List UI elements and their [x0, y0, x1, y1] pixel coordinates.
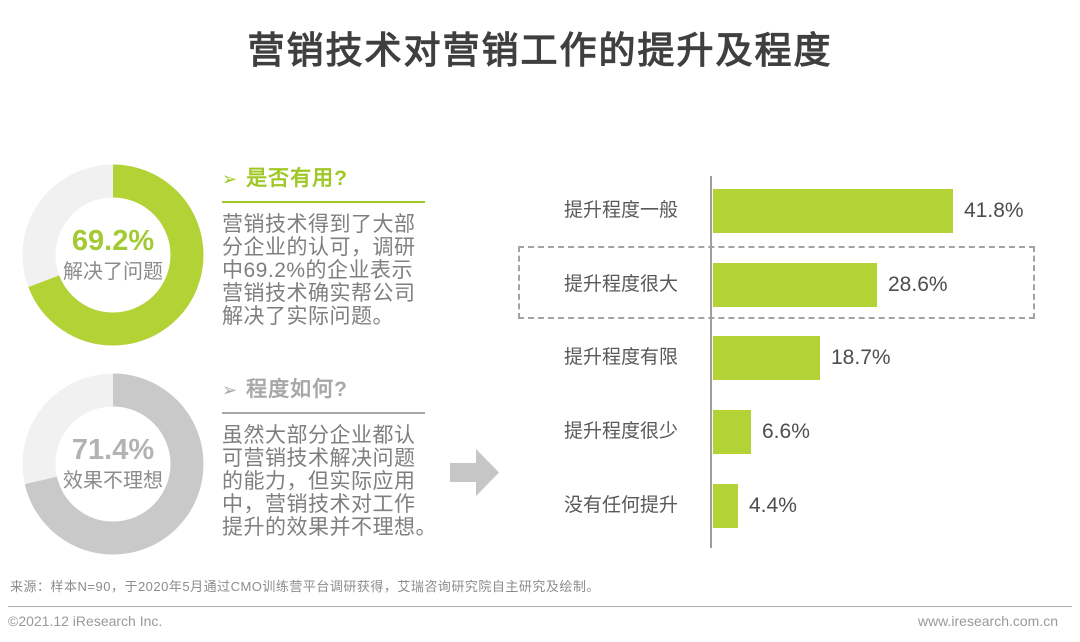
arrow-bullet-icon: ➢ [222, 169, 239, 189]
bar [713, 484, 738, 528]
note-heading-text: 是否有用? [246, 167, 348, 190]
bar-value-label: 28.6% [888, 273, 948, 296]
note-body: 虽然大部分企业都认 可营销技术解决问题 的能力，但实际应用 中，营销技术对工作 … [222, 424, 437, 539]
bar-category-label: 提升程度很大 [563, 274, 678, 295]
bar-value-label: 4.4% [749, 494, 797, 517]
donut-value-arc [22, 373, 204, 555]
donut-center-label: 效果不理想 [63, 470, 163, 492]
footer-divider [8, 606, 1072, 607]
bar [713, 189, 953, 233]
bar-row: 提升程度很少 6.6% [518, 395, 1068, 469]
donut-center: 69.2% 解决了问题 [18, 160, 208, 350]
donut-svg [22, 164, 204, 346]
bar-row: 提升程度有限 18.7% [518, 321, 1068, 395]
donut-svg [22, 373, 204, 555]
bar-row: 没有任何提升 4.4% [518, 469, 1068, 543]
bar-value-label: 6.6% [762, 420, 810, 443]
donut-center-label: 解决了问题 [63, 261, 163, 283]
right-arrow-icon [450, 449, 499, 496]
bar-value-label: 18.7% [831, 346, 891, 369]
y-axis-line [710, 176, 712, 548]
source-note: 来源：样本N=90，于2020年5月通过CMO训练营平台调研获得，艾瑞咨询研究院… [10, 579, 600, 594]
note-body: 营销技术得到了大部 分企业的认可，调研 中69.2%的企业表示 营销技术确实帮公… [222, 213, 416, 328]
bar-category-label: 提升程度有限 [563, 347, 678, 368]
note-underline [222, 201, 425, 203]
note-heading: ➢ 程度如何? [222, 377, 438, 403]
website-url: www.iresearch.com.cn [917, 613, 1058, 629]
donut-center-value: 71.4% [71, 434, 155, 466]
page-title: 营销技术对营销工作的提升及程度 [247, 30, 833, 71]
bar-category-label: 提升程度一般 [563, 200, 678, 221]
arrow-bullet-icon: ➢ [222, 380, 239, 400]
donut-value-arc [22, 164, 204, 346]
note-heading-text: 程度如何? [246, 378, 348, 401]
note-effectiveness: ➢ 程度如何? 虽然大部分企业都认 可营销技术解决问题 的能力，但实际应用 中，营… [222, 377, 438, 539]
bar-category-label: 没有任何提升 [563, 495, 678, 516]
bar [713, 263, 877, 307]
note-usefulness: ➢ 是否有用? 营销技术得到了大部 分企业的认可，调研 中69.2%的企业表示 营… [222, 166, 438, 328]
bar-category-label: 提升程度很少 [563, 421, 678, 442]
donut-center: 71.4% 效果不理想 [18, 369, 208, 559]
bar-value-label: 41.8% [964, 199, 1024, 222]
donut-center-value: 69.2% [71, 225, 155, 257]
donut-chart-usefulness: 69.2% 解决了问题 [18, 160, 208, 350]
bar-row: 提升程度很大 28.6% [518, 248, 1068, 322]
donut-chart-effectiveness: 71.4% 效果不理想 [18, 369, 208, 559]
copyright: ©2021.12 iResearch Inc. [8, 613, 163, 629]
bar-row: 提升程度一般 41.8% [518, 174, 1068, 248]
bar [713, 336, 820, 380]
bar [713, 410, 751, 454]
note-underline [222, 412, 425, 414]
note-heading: ➢ 是否有用? [222, 166, 438, 192]
bar-chart: 提升程度一般 41.8% 提升程度很大 28.6% 提升程度有限 18.7% 提… [518, 168, 1068, 560]
highlight-dashed-box [518, 246, 1035, 319]
